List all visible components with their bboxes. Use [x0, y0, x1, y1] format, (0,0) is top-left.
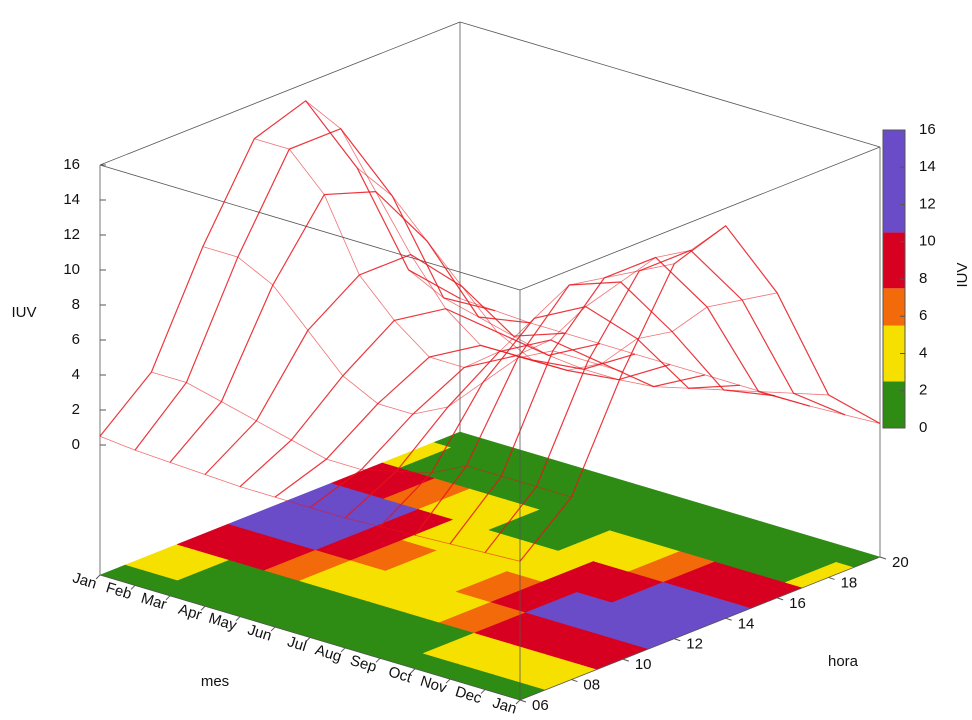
surface-line [379, 305, 741, 527]
z-tick-label: 14 [63, 191, 80, 208]
surface-cross-line [356, 167, 778, 371]
colorbar-tick-label: 16 [919, 121, 936, 138]
box-edge [519, 146, 881, 291]
x-tick-label: Jan [491, 694, 519, 715]
x-tick [445, 678, 451, 684]
colorbar-band [883, 325, 905, 382]
surface-line [99, 99, 461, 437]
z-tick-label: 4 [72, 366, 80, 383]
surface-cross-line [408, 269, 829, 396]
surface-line [274, 344, 636, 498]
y-tick [776, 597, 784, 601]
x-tick-label: Apr [176, 601, 203, 624]
z-tick-label: 12 [63, 226, 80, 243]
z-tick-label: 8 [72, 296, 80, 313]
y-tick [622, 658, 630, 662]
colorbar-tick-label: 4 [919, 344, 927, 361]
colorbar-tick-label: 14 [919, 158, 936, 175]
y-tick-label: 20 [892, 554, 909, 571]
surface-cross-line [99, 435, 521, 562]
surface-cross-line [202, 246, 623, 415]
x-tick [130, 585, 136, 590]
colorbar-tick-label: 12 [919, 195, 936, 212]
surface-line [414, 281, 776, 536]
z-tick-label: 6 [72, 331, 80, 348]
x-tick [375, 657, 381, 663]
y-axis-label: hora [828, 653, 859, 670]
box-edge [99, 164, 521, 291]
surface-line [134, 127, 496, 451]
y-tick-label: 14 [738, 615, 755, 632]
y-tick-label: 10 [635, 656, 652, 673]
y-tick [828, 576, 835, 580]
x-tick [235, 616, 241, 622]
x-tick [200, 605, 206, 611]
x-tick [515, 699, 521, 705]
surface-line [239, 308, 601, 488]
x-tick-label: Jun [246, 621, 274, 644]
x-tick [95, 574, 101, 580]
colorbar-label: IUV [954, 262, 971, 287]
colorbar-tick-label: 2 [919, 382, 927, 399]
x-tick [410, 668, 416, 674]
surface-line [449, 256, 811, 545]
surface-line [344, 339, 706, 519]
y-tick-label: 18 [841, 574, 858, 591]
surface-line [169, 191, 531, 463]
x-tick [480, 689, 486, 694]
surface-line [204, 253, 566, 475]
y-tick-label: 12 [686, 636, 703, 653]
box-edge [519, 556, 881, 701]
x-tick-label: Feb [104, 579, 134, 603]
x-tick [165, 595, 171, 601]
y-tick [725, 617, 732, 621]
y-tick-label: 06 [532, 697, 549, 714]
x-tick-label: Jul [285, 633, 308, 655]
z-tick-label: 10 [63, 261, 80, 278]
surface-cross-line [305, 100, 726, 357]
x-tick-label: Jan [71, 569, 99, 592]
colorbar-band [883, 232, 905, 289]
y-tick-label: 08 [583, 677, 600, 694]
x-tick-label: Mar [139, 590, 169, 614]
z-axis-label: IUV [11, 304, 36, 321]
surface-line [519, 224, 881, 562]
z-tick-label: 2 [72, 401, 80, 418]
colorbar-band [883, 288, 905, 326]
surface-cross-line [254, 138, 675, 368]
colorbar-tick-label: 6 [919, 307, 927, 324]
box-edge [99, 21, 461, 166]
colorbar-tick-label: 8 [919, 270, 927, 287]
y-tick [879, 556, 887, 560]
y-tick [674, 638, 681, 642]
z-tick-label: 16 [63, 156, 80, 173]
box-edge [459, 21, 881, 148]
x-tick [340, 647, 346, 653]
colorbar-tick-label: 0 [919, 419, 927, 436]
surface-cross-line [459, 298, 881, 424]
colorbar-band [883, 130, 905, 233]
y-tick [571, 679, 578, 683]
z-tick-label: 0 [72, 436, 80, 453]
x-tick [270, 626, 276, 632]
surface-cross-line [151, 371, 572, 498]
x-axis-label: mes [201, 673, 229, 690]
y-tick-label: 16 [789, 595, 806, 612]
x-tick-label: Oct [386, 663, 414, 686]
y-tick [519, 699, 527, 703]
surface-line [484, 249, 846, 553]
colorbar-band [883, 381, 905, 428]
x-tick [305, 637, 311, 642]
colorbar-tick-label: 10 [919, 233, 936, 250]
